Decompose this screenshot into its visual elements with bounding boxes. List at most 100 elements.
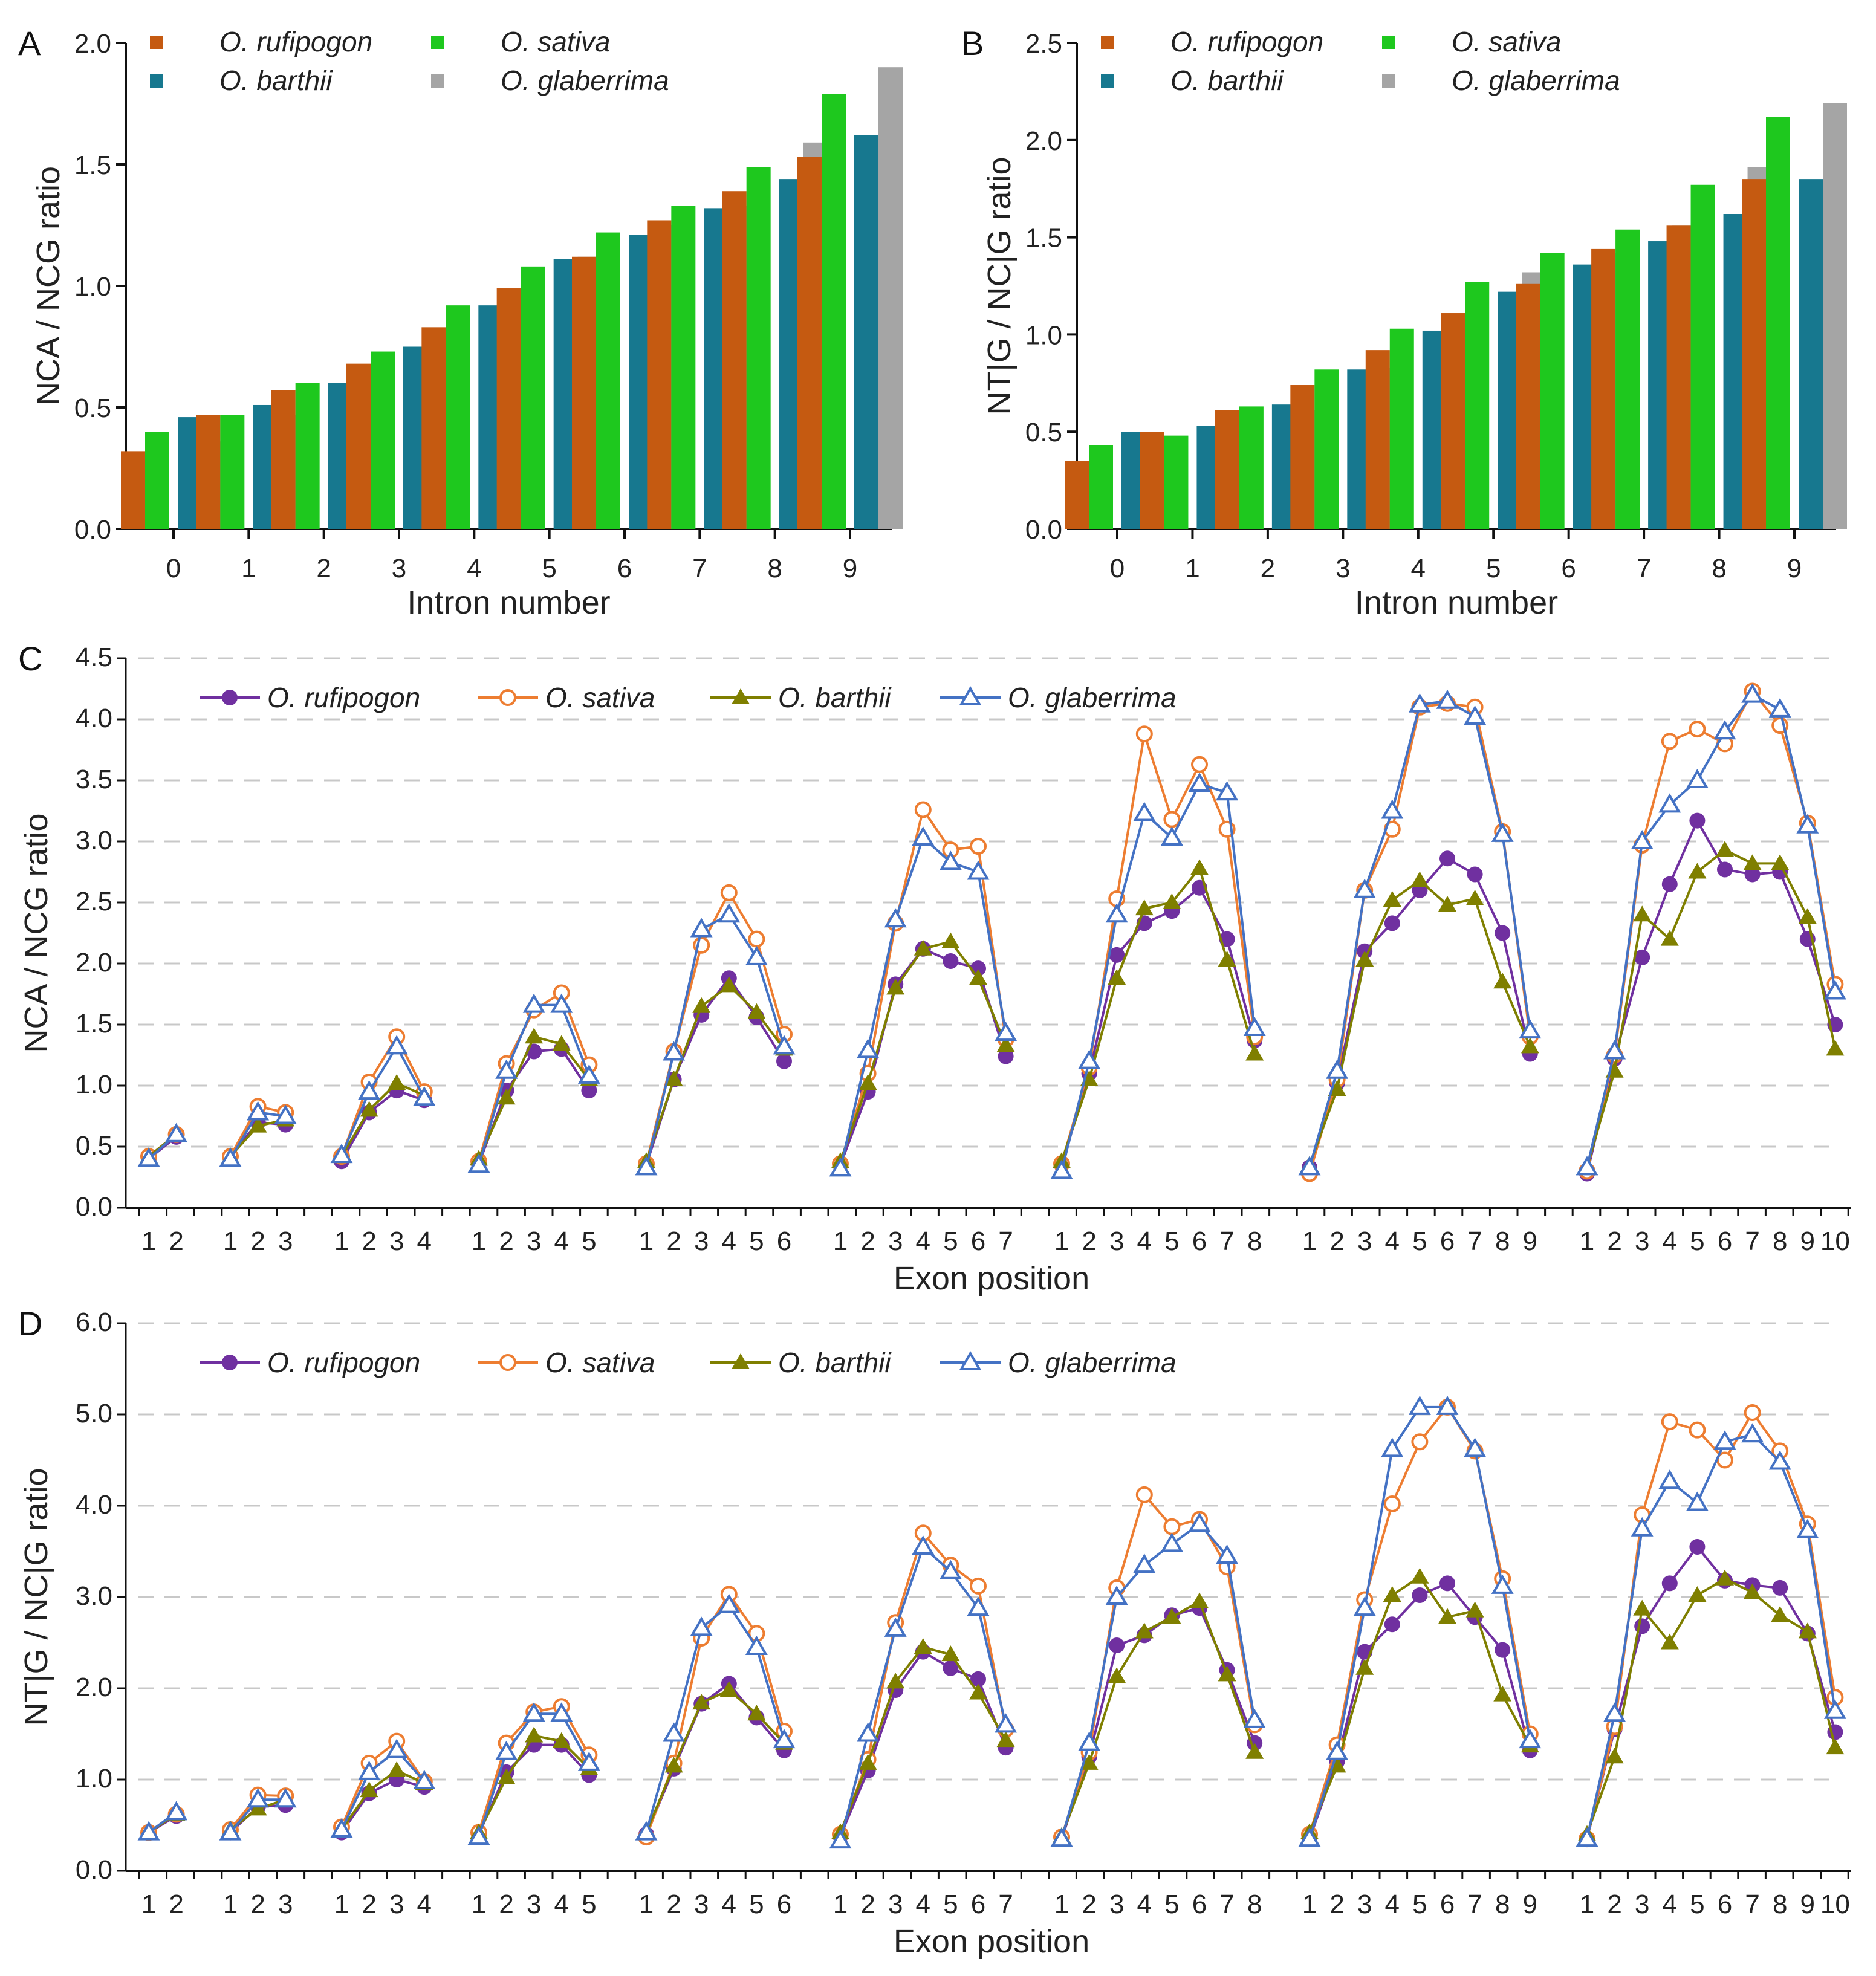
data-point (1660, 930, 1679, 946)
data-point (1465, 1601, 1484, 1618)
x-tick-label: 3 (278, 1226, 293, 1256)
data-point (1823, 1699, 1846, 1719)
data-point (247, 1788, 270, 1808)
data-point (497, 1089, 516, 1105)
data-point (969, 1683, 987, 1700)
data-point (413, 1770, 436, 1790)
legend-label: O. sativa (545, 1347, 655, 1378)
data-point (1216, 1544, 1239, 1564)
x-tick-label: 4 (1663, 1226, 1677, 1256)
legend-marker (222, 1355, 238, 1370)
data-point (525, 1726, 544, 1743)
data-point (1050, 1159, 1073, 1179)
series-line (839, 835, 1007, 1169)
x-tick-label: 9 (1800, 1890, 1815, 1919)
panel-C: C0.00.51.01.52.02.53.03.54.04.51 2 1 2 3 1 2 3 4… (18, 640, 1851, 1297)
series-line (1586, 693, 1837, 1168)
data-point (941, 932, 960, 948)
legend-marker (499, 1354, 516, 1371)
y-tick-label: 1.5 (76, 1009, 112, 1038)
data-point (1823, 980, 1846, 1000)
data-point (886, 1673, 905, 1689)
x-tick-label: 6 (971, 1890, 985, 1919)
data-point (1108, 1667, 1126, 1683)
bar-rufipogon (1516, 283, 1540, 529)
x-tick-label: 7 (1467, 1226, 1482, 1256)
data-point (857, 1038, 880, 1058)
data-point (1658, 793, 1681, 813)
x-tick-label: 4 (916, 1226, 930, 1256)
x-tick-label: 9 (843, 554, 857, 583)
legend-swatch (1101, 36, 1114, 49)
data-point (858, 1754, 877, 1770)
legend-label: O. barthii (778, 1347, 892, 1378)
data-point (1521, 1037, 1539, 1054)
data-point (1384, 1616, 1400, 1633)
x-tick-label: 1 (472, 1890, 486, 1919)
legend-swatch (431, 74, 444, 88)
bar-rufipogon (121, 451, 145, 529)
x-tick-label: 5 (943, 1226, 958, 1256)
data-point (577, 1064, 600, 1084)
data-point (1576, 1827, 1598, 1847)
x-tick-label: 4 (554, 1890, 569, 1919)
data-point (1661, 1575, 1678, 1592)
data-point (1383, 1495, 1401, 1512)
x-tick-label: 1 (141, 1226, 156, 1256)
data-point (1716, 1569, 1734, 1586)
bar-sativa (1239, 406, 1264, 529)
bar-sativa (1465, 282, 1490, 529)
bar-rufipogon (1591, 248, 1616, 529)
series-line (340, 1089, 425, 1162)
bar-sativa (371, 351, 395, 529)
panel-label: D (18, 1304, 42, 1343)
x-tick-label: 5 (542, 554, 556, 583)
panel-D: D0.01.02.03.04.05.06.01 2 1 2 3 1 2 3 4 1 2 3 4 5 1 2 3 4… (18, 1304, 1851, 1960)
series-line (340, 1778, 425, 1833)
data-point (358, 1760, 381, 1780)
x-tick-label: 5 (749, 1890, 764, 1919)
data-point (1353, 1596, 1376, 1616)
x-tick-label: 1 (223, 1226, 238, 1256)
data-point (247, 1101, 270, 1121)
x-tick-label: 2 (250, 1890, 265, 1919)
data-point (1383, 890, 1401, 907)
series-line (340, 1044, 426, 1156)
data-point (330, 1144, 353, 1164)
y-tick-label: 1.5 (74, 151, 111, 180)
data-point (1605, 1748, 1624, 1764)
data-point (745, 945, 768, 965)
x-tick-label: 5 (1412, 1890, 1427, 1919)
series-line (1060, 1599, 1256, 1837)
data-point (690, 1616, 713, 1636)
data-point (1576, 1156, 1598, 1176)
panel-label: A (18, 24, 41, 62)
x-tick-label: 2 (1607, 1226, 1621, 1256)
bar-rufipogon (346, 363, 371, 529)
data-point (248, 1116, 267, 1133)
bar-barthii (1799, 179, 1823, 529)
bar-sativa (1389, 328, 1414, 529)
data-point (995, 1022, 1018, 1041)
legend-label: O. glaberrima (1008, 682, 1177, 713)
x-tick-label: 9 (1523, 1226, 1537, 1256)
x-tick-label: 7 (998, 1226, 1013, 1256)
data-point (1798, 908, 1817, 924)
x-tick-label: 4 (1411, 554, 1426, 583)
series-line (1586, 848, 1837, 1168)
data-point (1716, 841, 1734, 857)
data-point (330, 1818, 353, 1838)
data-point (941, 1645, 960, 1662)
data-point (1491, 1574, 1514, 1594)
series-line (340, 1081, 425, 1158)
data-point (1741, 1423, 1764, 1443)
data-point (1410, 871, 1429, 887)
data-point (1686, 768, 1709, 788)
x-tick-label: 1 (1054, 1890, 1069, 1919)
y-tick-label: 0.0 (1025, 515, 1062, 545)
x-tick-label: 4 (1663, 1890, 1677, 1919)
x-tick-label: 5 (1164, 1890, 1179, 1919)
bar-sativa (521, 266, 545, 529)
x-tick-label: 0 (166, 554, 181, 583)
x-tick-label: 5 (1486, 554, 1501, 583)
